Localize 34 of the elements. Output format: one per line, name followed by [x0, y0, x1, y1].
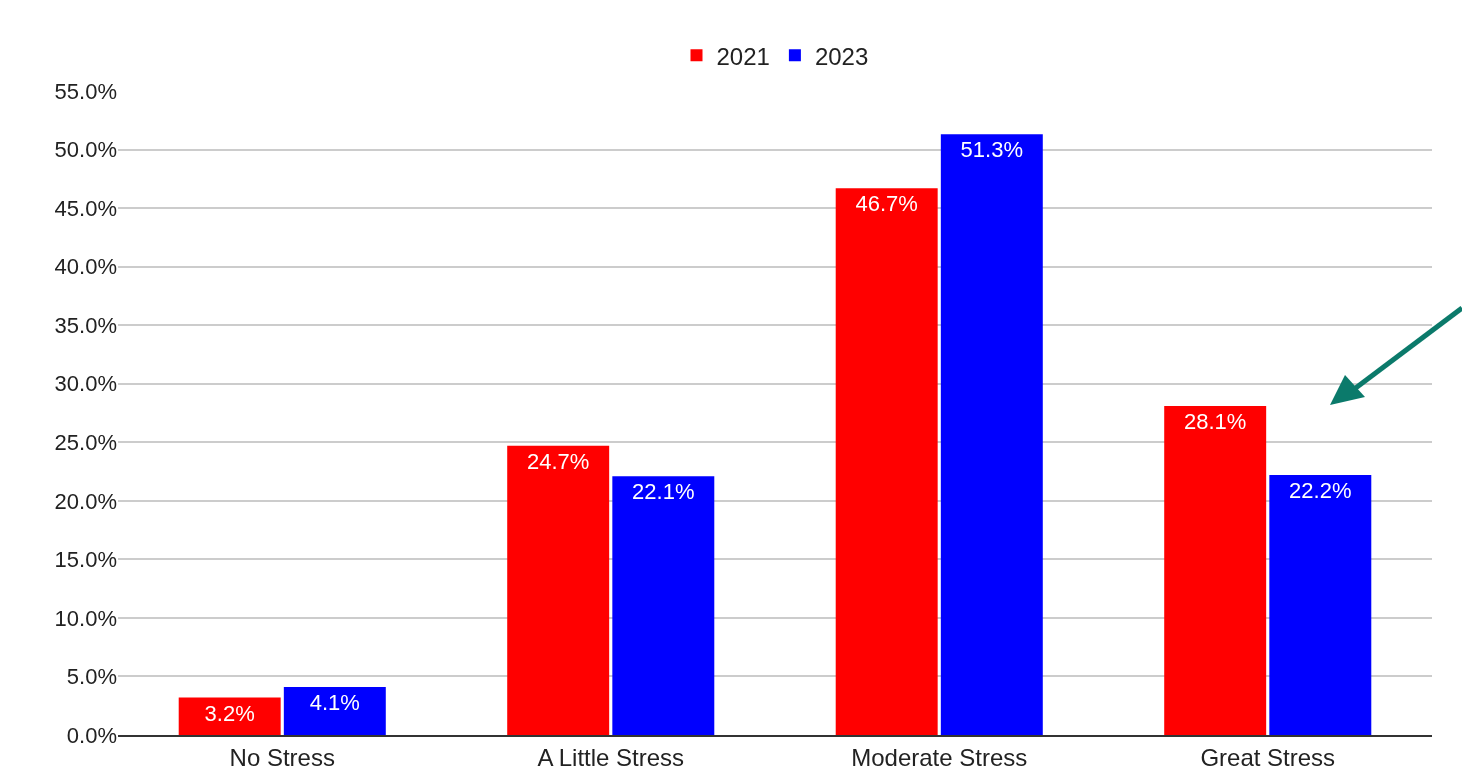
y-tick-label: 10.0% [54, 605, 117, 631]
x-tick-label: Moderate Stress [851, 743, 1028, 771]
data-label: 4.1% [309, 689, 360, 715]
data-label: 28.1% [1183, 408, 1247, 434]
bar [1269, 475, 1372, 735]
x-tick-label: A Little Stress [537, 743, 685, 771]
y-tick-label: 55.0% [54, 78, 117, 104]
y-tick-label: 30.0% [54, 371, 117, 397]
x-tick-label: Great Stress [1200, 743, 1336, 771]
data-label: 3.2% [204, 700, 255, 726]
data-label: 24.7% [526, 448, 590, 474]
y-tick-label: 40.0% [54, 254, 117, 280]
y-tick-label: 45.0% [54, 195, 117, 221]
legend-label: 2023 [814, 42, 869, 70]
y-tick-label: 0.0% [66, 722, 117, 748]
bar [835, 188, 938, 735]
bar [1164, 405, 1267, 735]
data-label: 22.2% [1289, 478, 1352, 504]
x-tick-label: No Stress [229, 743, 335, 771]
data-label: 46.7% [855, 191, 918, 217]
y-tick-label: 20.0% [54, 488, 117, 514]
y-tick-label: 35.0% [54, 312, 117, 338]
data-label: 22.1% [632, 479, 695, 505]
y-tick-label: 50.0% [54, 137, 117, 163]
bar [283, 686, 386, 735]
bar [612, 476, 715, 735]
bar [178, 697, 281, 735]
bar [507, 445, 610, 735]
y-tick-label: 5.0% [66, 664, 117, 690]
y-tick-label: 25.0% [54, 429, 117, 455]
legend-label: 2021 [716, 42, 770, 70]
y-tick-label: 15.0% [54, 547, 117, 573]
data-label: 51.3% [960, 137, 1024, 163]
bar [940, 134, 1043, 735]
